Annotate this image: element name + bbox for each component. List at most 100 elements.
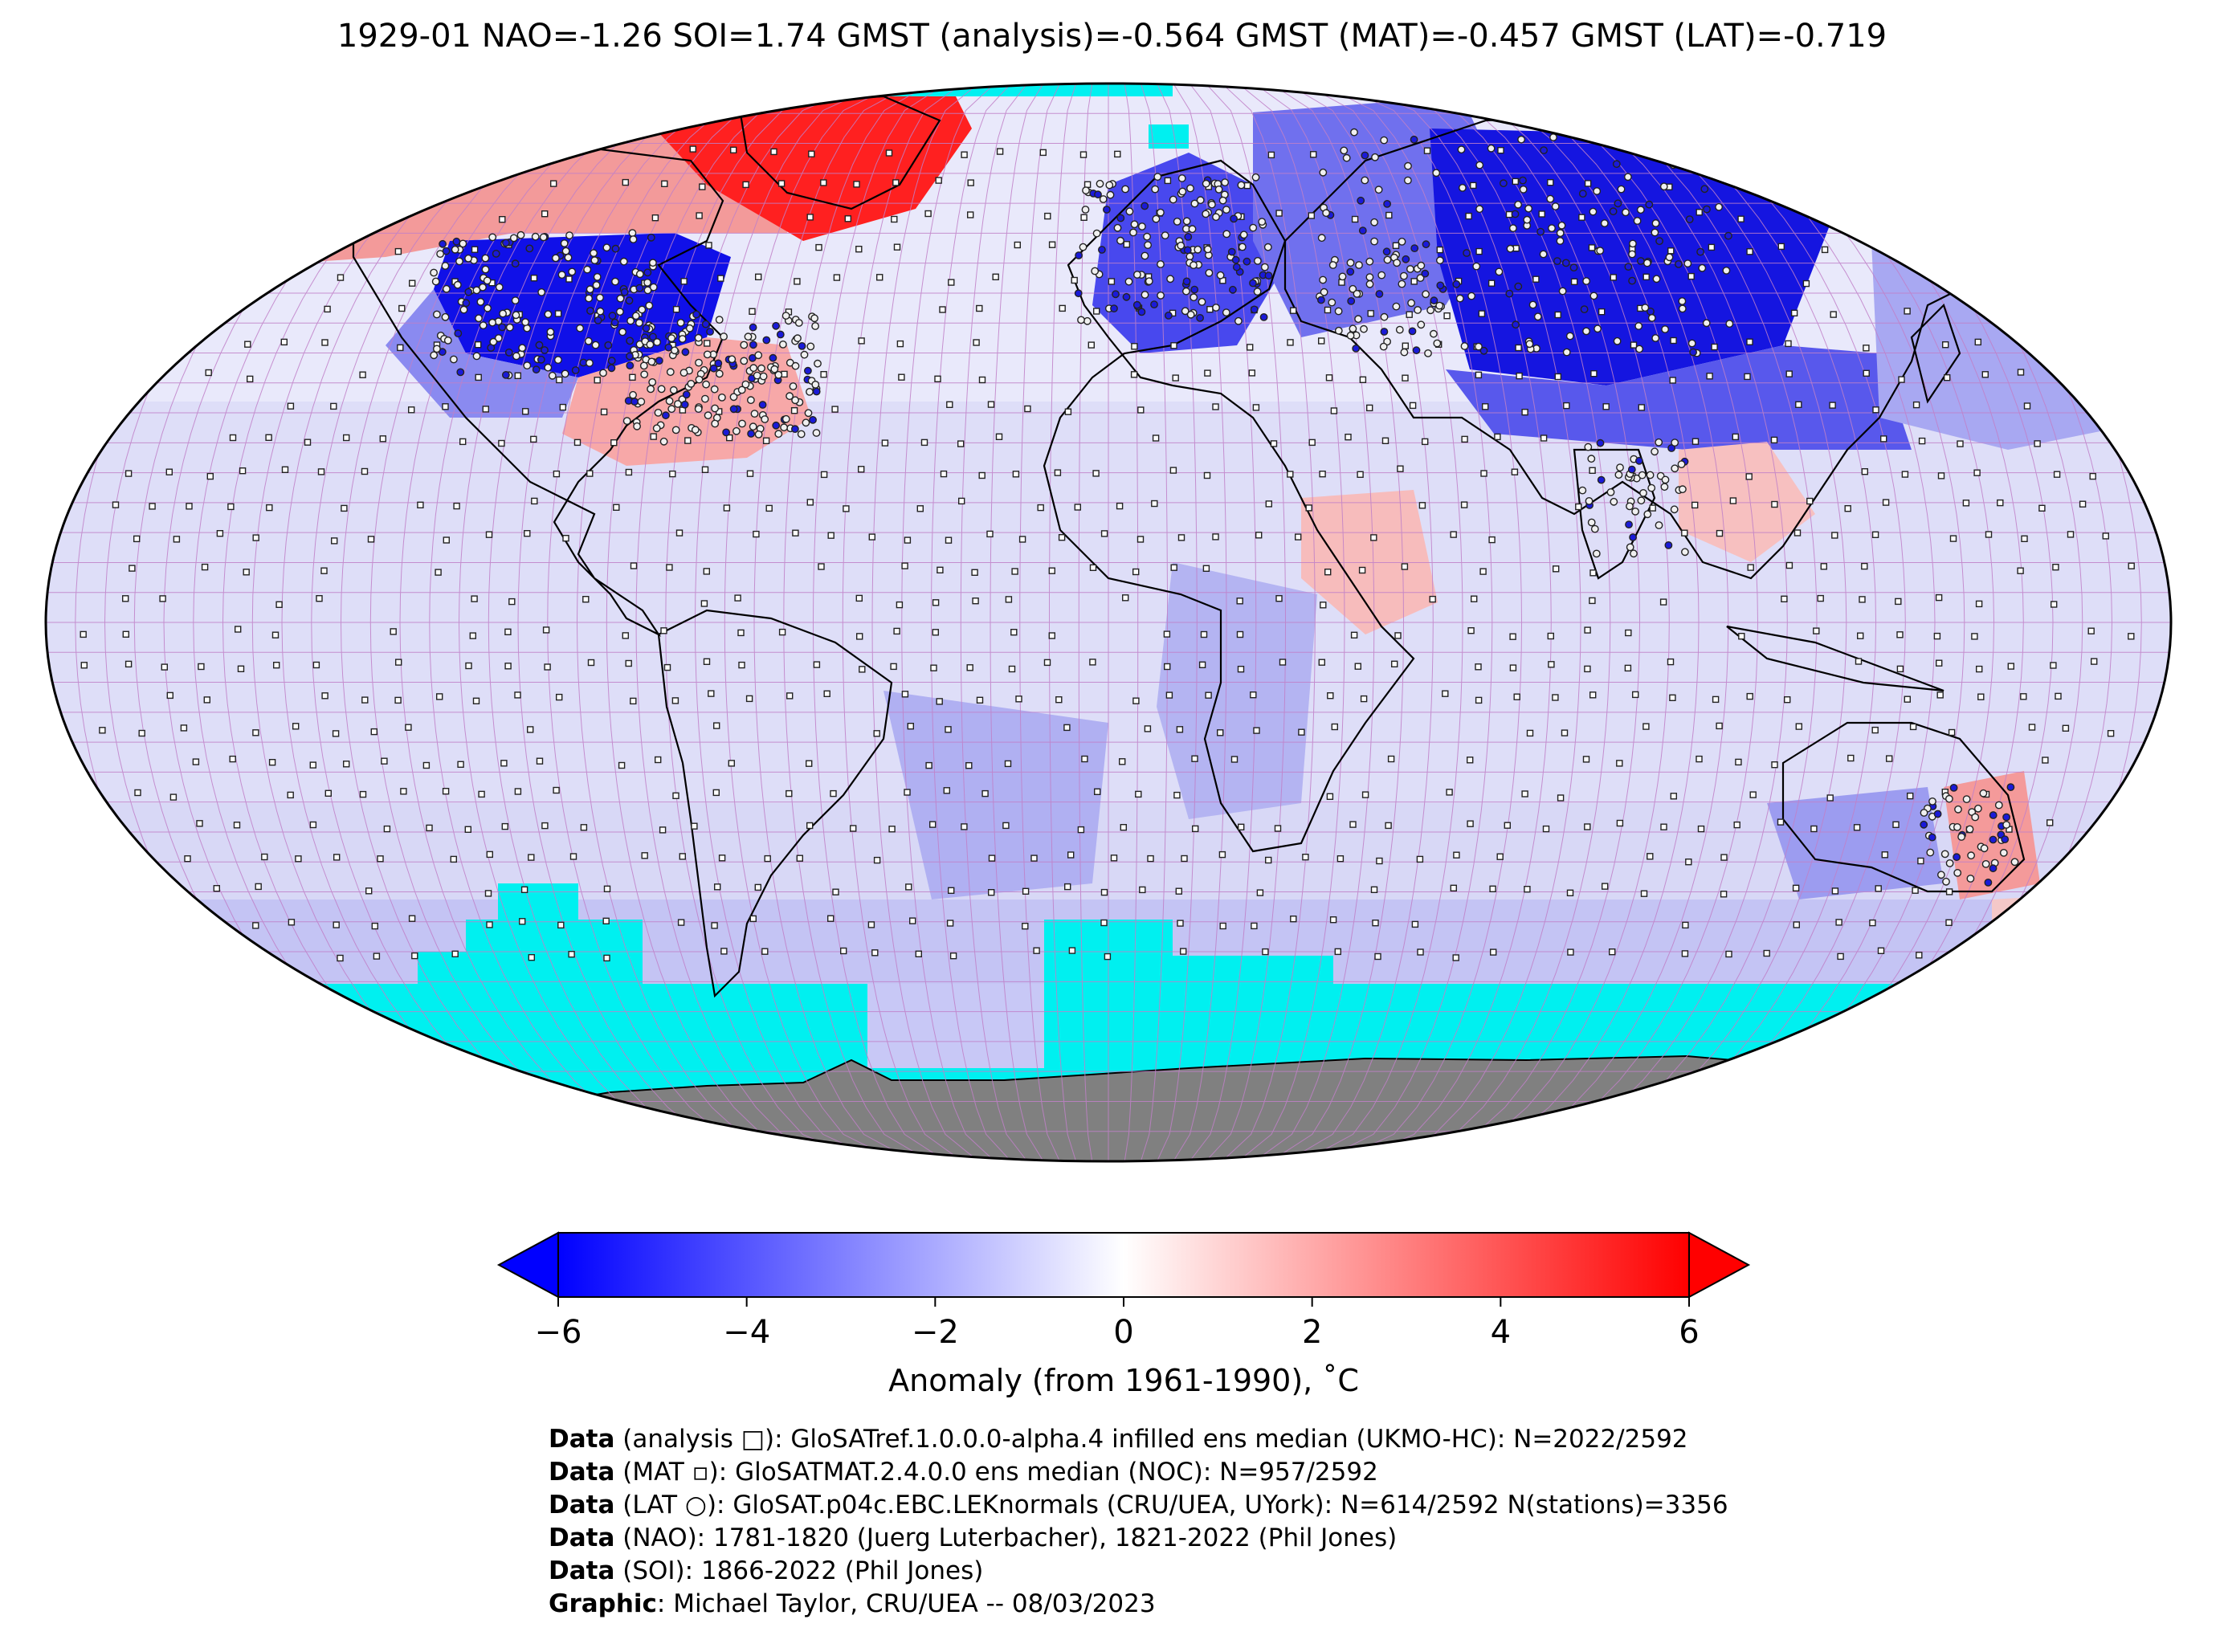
station-marker — [281, 466, 289, 473]
station-marker — [626, 361, 635, 369]
station-marker — [1920, 809, 1928, 817]
station-marker — [1043, 659, 1051, 667]
station-marker — [1596, 247, 1605, 255]
station-marker — [1221, 178, 1230, 187]
station-marker — [1747, 564, 1754, 571]
station-marker — [243, 569, 250, 576]
station-marker — [377, 855, 384, 863]
station-marker — [717, 275, 724, 282]
station-marker — [1933, 810, 1942, 818]
station-marker — [804, 409, 813, 418]
station-marker — [1457, 145, 1466, 154]
station-marker — [1871, 531, 1879, 538]
station-marker — [1320, 602, 1327, 609]
coast-europe-africa — [1043, 159, 1415, 853]
station-marker — [1212, 304, 1220, 312]
station-marker — [1895, 598, 1902, 606]
station-marker — [1144, 241, 1153, 249]
station-marker — [1556, 237, 1565, 245]
station-marker — [1953, 853, 1961, 862]
station-marker — [988, 855, 996, 862]
station-marker — [1712, 695, 1720, 704]
station-marker — [1206, 306, 1214, 313]
station-marker — [1216, 729, 1224, 736]
graticule-meridian — [753, 84, 914, 1161]
station-marker — [830, 789, 837, 797]
station-marker — [341, 504, 348, 512]
station-marker — [1465, 212, 1472, 220]
graticule-meridian — [1546, 84, 1906, 1161]
station-marker — [594, 316, 602, 324]
station-marker — [379, 435, 386, 443]
station-marker — [643, 278, 651, 287]
station-marker — [499, 309, 507, 318]
station-marker — [937, 566, 944, 573]
station-marker — [1584, 626, 1591, 634]
station-marker — [556, 693, 563, 701]
station-marker — [1039, 149, 1047, 157]
station-marker — [1489, 885, 1496, 893]
station-marker — [706, 328, 714, 336]
station-marker — [1390, 660, 1398, 667]
credit-line: Data (NAO): 1781-1820 (Juerg Luterbacher… — [549, 1522, 1728, 1555]
station-marker — [1519, 185, 1528, 194]
station-marker — [1732, 433, 1740, 441]
station-marker — [1901, 471, 1909, 478]
station-marker — [482, 406, 489, 413]
station-marker — [121, 595, 129, 602]
station-marker — [1933, 632, 1941, 640]
station-marker — [586, 307, 594, 315]
station-marker — [607, 364, 616, 373]
station-marker — [1981, 860, 1990, 868]
station-marker — [754, 430, 763, 438]
station-marker — [316, 595, 323, 602]
station-marker — [292, 723, 300, 730]
station-marker — [1136, 536, 1145, 543]
station-marker — [695, 358, 703, 367]
station-marker — [1379, 342, 1388, 351]
station-marker — [806, 760, 813, 767]
station-marker — [711, 404, 719, 413]
station-marker — [1630, 549, 1638, 558]
station-marker — [1251, 922, 1258, 930]
station-marker — [1125, 207, 1134, 216]
station-marker — [669, 385, 678, 394]
station-marker — [1999, 849, 2008, 857]
station-marker — [1524, 885, 1531, 893]
graticule-meridian — [1465, 84, 1759, 1161]
station-marker — [967, 179, 974, 186]
region-west-australia — [1767, 787, 1944, 899]
station-marker — [1082, 186, 1090, 195]
station-marker — [965, 762, 973, 769]
station-marker — [1942, 877, 1950, 886]
station-marker — [1179, 948, 1187, 955]
station-marker — [679, 853, 686, 860]
station-marker — [1565, 332, 1574, 341]
station-marker — [530, 435, 537, 443]
station-marker — [149, 503, 156, 510]
station-marker — [754, 883, 761, 891]
station-marker — [749, 308, 756, 315]
station-marker — [777, 180, 786, 187]
station-marker — [1634, 137, 1642, 146]
station-marker — [2062, 724, 2070, 732]
station-marker — [475, 314, 483, 323]
station-marker — [1349, 324, 1357, 333]
credit-line-heading: Data — [549, 1524, 615, 1552]
station-marker — [1944, 794, 1953, 803]
station-marker — [455, 257, 463, 266]
station-marker — [1083, 316, 1092, 325]
station-marker — [1196, 196, 1205, 205]
graticule-meridian — [694, 84, 882, 1161]
station-marker — [1725, 320, 1734, 328]
station-marker — [625, 296, 634, 305]
station-marker — [1667, 658, 1675, 666]
station-marker — [1238, 243, 1247, 251]
station-marker — [512, 352, 520, 361]
station-marker — [568, 950, 575, 958]
station-marker — [734, 594, 741, 602]
station-marker — [657, 385, 666, 394]
station-marker — [920, 438, 928, 447]
station-marker — [1837, 952, 1844, 961]
station-marker — [1708, 243, 1716, 251]
